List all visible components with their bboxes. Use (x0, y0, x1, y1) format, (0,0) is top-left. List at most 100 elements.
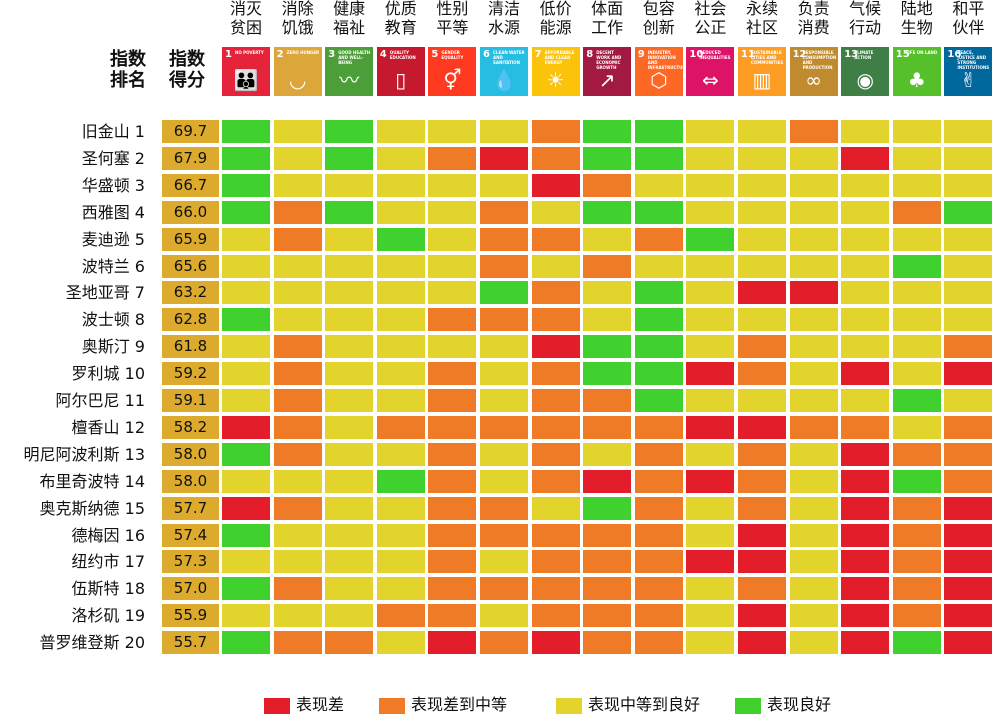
heatmap-cell (738, 550, 786, 574)
people-icon: 👪 (233, 68, 259, 92)
heatmap-cell (686, 389, 735, 412)
heatmap-cell (841, 146, 890, 170)
heatmap-cell (892, 362, 941, 386)
heatmap-cell (531, 631, 580, 655)
heatmap-cell (531, 469, 580, 493)
goal-name-1: 消灭 贫困 (229, 0, 262, 37)
heatmap-cell (325, 604, 374, 628)
heatmap-cell (222, 577, 270, 601)
heatmap-cell (325, 442, 374, 466)
legend-swatch-O (379, 698, 405, 714)
heatmap-cell (634, 173, 683, 197)
heatmap-cell (376, 415, 425, 439)
heatmap-cell (480, 415, 528, 439)
heatmap-cell (273, 120, 322, 143)
heatmap-cell (634, 442, 683, 466)
heatmap-cell (892, 523, 941, 547)
heatmap-cell (892, 227, 941, 251)
heatmap-cell (273, 631, 322, 655)
score-cell: 59.2 (162, 362, 219, 386)
heatmap-cell (634, 469, 683, 493)
heatmap-cell (531, 120, 580, 143)
goal-caption: DECENT WORK AND ECONOMIC GROWTH (596, 50, 622, 70)
goal-number: 10 (689, 49, 704, 60)
heatmap-cell (583, 577, 632, 601)
heatmap-cell (376, 550, 425, 574)
heatmap-cell (531, 496, 580, 520)
goal-caption: QUALITY EDUCATION (389, 50, 416, 60)
heatmap-cell (583, 362, 632, 386)
heatmap-cell (222, 389, 270, 412)
heatmap-cell (841, 120, 890, 143)
heatmap-cell (273, 550, 322, 574)
heatmap-cell (892, 631, 941, 655)
city-label: 伍斯特 18 (71, 579, 145, 599)
heatmap-cell (428, 308, 477, 332)
city-label: 檀香山 12 (71, 417, 145, 437)
heatmap-cell (583, 496, 632, 520)
tree-icon: ♣ (907, 68, 926, 92)
heatmap-cell (273, 469, 322, 493)
heatmap-cell (841, 335, 890, 359)
heatmap-cell (789, 415, 838, 439)
goal-caption: RESPONSIBLE CONSUMPTION AND PRODUCTION (802, 50, 837, 70)
heatmap-cell (944, 227, 993, 251)
heatmap-cell (738, 173, 786, 197)
heatmap-cell (892, 200, 941, 224)
heatmap-cell (222, 335, 270, 359)
score-cell: 57.7 (162, 496, 219, 520)
heatmap-cell (428, 577, 477, 601)
sdg-goal-8-tile: 8 DECENT WORK AND ECONOMIC GROWTH ↗ (583, 47, 632, 96)
heatmap-cell (738, 308, 786, 332)
heatmap-cell (841, 389, 890, 412)
heatmap-cell (583, 120, 632, 143)
heatmap-cell (789, 496, 838, 520)
goal-name-4: 优质 教育 (384, 0, 417, 37)
goal-number: 3 (328, 49, 336, 60)
heatmap-cell (428, 281, 477, 305)
heatmap-cell (222, 146, 270, 170)
heatmap-cell (222, 550, 270, 574)
heatmap-cell (944, 254, 993, 278)
goal-number: 9 (637, 49, 645, 60)
heatmap-cell (428, 496, 477, 520)
legend-label-R: 表现差 (296, 695, 345, 714)
score-cell: 57.0 (162, 577, 219, 601)
score-cell: 57.3 (162, 550, 219, 574)
heatmap-cell (583, 389, 632, 412)
score-cell: 58.0 (162, 442, 219, 466)
heatmap-cell (686, 200, 735, 224)
sdg-goal-16-tile: 16 PEACE, JUSTICE AND STRONG INSTITUTIONS… (944, 47, 993, 96)
heatmap-cell (376, 604, 425, 628)
heatmap-cell (480, 604, 528, 628)
goal-caption: AFFORDABLE AND CLEAN ENERGY (544, 50, 575, 65)
heatmap-cell (789, 631, 838, 655)
goal-caption: LIFE ON LAND (905, 50, 938, 55)
score-cell: 61.8 (162, 335, 219, 359)
heatmap-cell (738, 362, 786, 386)
heatmap-cell (480, 550, 528, 574)
heatmap-cell (428, 442, 477, 466)
heatmap-cell (583, 227, 632, 251)
heatmap-cell (325, 577, 374, 601)
heatmap-cell (480, 523, 528, 547)
heatmap-cell (634, 308, 683, 332)
score-cell: 66.7 (162, 173, 219, 197)
heatmap-cell (480, 631, 528, 655)
goal-number: 7 (534, 49, 542, 60)
heatmap-cell (738, 146, 786, 170)
heatmap-cell (222, 631, 270, 655)
heatmap-cell (583, 523, 632, 547)
heatmap-cell (634, 120, 683, 143)
heatmap-cell (325, 335, 374, 359)
heatmap-cell (376, 173, 425, 197)
heatmap-cell (480, 227, 528, 251)
heatmap-cell (376, 577, 425, 601)
heatmap-cell (376, 523, 425, 547)
heatmap-cell (531, 550, 580, 574)
heatmap-cell (634, 335, 683, 359)
heatmap-cell (892, 415, 941, 439)
heatmap-cell (841, 631, 890, 655)
heatmap-cell (583, 604, 632, 628)
growth-chart-icon: ↗ (598, 68, 616, 92)
